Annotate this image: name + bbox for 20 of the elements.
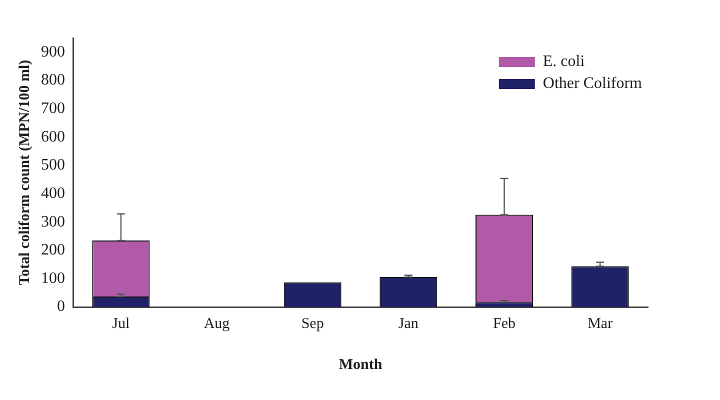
x-tick-label: Aug (204, 316, 230, 332)
x-tick-label: Feb (493, 316, 516, 332)
y-tick-label: 800 (41, 72, 65, 89)
y-tick-label: 100 (41, 270, 65, 287)
x-tick-label: Jan (398, 316, 419, 332)
y-tick-label: 200 (41, 242, 65, 259)
y-tick-label: 600 (41, 128, 65, 146)
legend-label: E. coli (542, 53, 586, 70)
y-tick-label: 500 (41, 156, 65, 174)
y-axis-title: Total coliform count (MPN/100 ml) (16, 60, 33, 286)
y-tick-label: 0 (57, 298, 65, 316)
y-tick-label: 700 (41, 100, 65, 117)
x-tick-label: Sep (301, 316, 324, 332)
y-tick-label: 900 (41, 43, 65, 60)
y-tick-label: 400 (41, 184, 65, 202)
x-axis-title: Month (338, 356, 383, 373)
x-tick-label: Jul (112, 316, 130, 332)
x-tick-label: Mar (588, 316, 613, 332)
y-tick-label: 300 (41, 213, 65, 230)
legend-label: Other Coliform (542, 75, 643, 92)
